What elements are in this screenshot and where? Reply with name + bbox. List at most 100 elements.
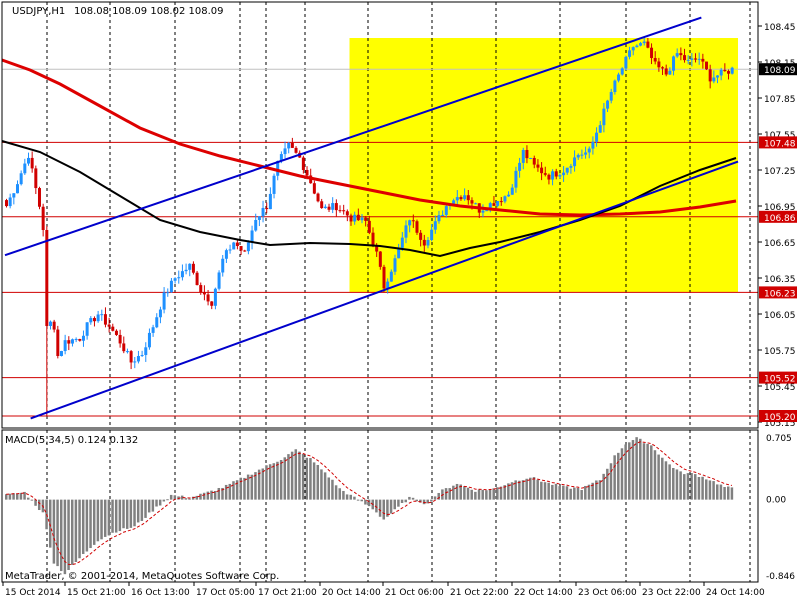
macd-bar: [481, 489, 484, 500]
candle-body: [716, 75, 720, 78]
macd-bar: [635, 437, 638, 500]
moving-average-fast: [1, 140, 737, 258]
candle-body: [609, 92, 613, 101]
current-price-label: 108.09: [764, 66, 796, 76]
macd-bar: [686, 473, 690, 500]
macd-bar: [360, 499, 364, 502]
macd-bar: [712, 481, 715, 500]
macd-bar: [206, 491, 210, 500]
macd-bar: [221, 487, 224, 500]
price-tick-label: 105.75: [764, 347, 796, 357]
candle-body: [206, 294, 210, 302]
candle-body: [650, 47, 654, 59]
macd-bar: [565, 486, 569, 500]
candle-body: [360, 217, 364, 221]
macd-bar: [5, 494, 8, 500]
candle-body: [356, 214, 360, 221]
macd-bar: [411, 497, 415, 500]
macd-bar: [96, 499, 100, 542]
candle-body: [653, 58, 657, 62]
candle-body: [338, 210, 342, 212]
candle-body: [103, 314, 107, 325]
candle-body: [441, 214, 445, 216]
candle-body: [617, 74, 621, 81]
macd-bar: [661, 457, 664, 500]
candle-body: [151, 327, 155, 333]
candle-body: [576, 154, 580, 158]
candle-body: [536, 164, 540, 168]
macd-bar: [386, 499, 389, 517]
macd-bar: [466, 487, 470, 500]
macd-bar: [683, 474, 686, 500]
candle-body: [485, 210, 489, 212]
macd-bar: [144, 499, 147, 518]
candle-body: [430, 229, 434, 241]
time-tick-label: 17 Oct 05:00: [196, 588, 255, 598]
candle-body: [408, 220, 412, 226]
macd-bar: [184, 498, 188, 500]
candle-body: [63, 340, 67, 352]
candle-body: [558, 175, 562, 177]
macd-bar: [155, 499, 158, 507]
candle-body: [371, 232, 375, 247]
candle-body: [474, 203, 478, 205]
time-tick-label: 20 Oct 14:00: [322, 588, 381, 598]
macd-bar: [48, 499, 52, 548]
candle-body: [657, 61, 661, 68]
highlight-zone: [349, 38, 738, 293]
macd-bar: [327, 477, 331, 500]
candle-body: [690, 58, 694, 60]
macd-bar: [250, 474, 254, 500]
macd-bar: [30, 499, 34, 501]
candle-body: [466, 195, 470, 201]
candle-body: [631, 47, 635, 51]
macd-bar: [312, 462, 316, 500]
macd-bar: [521, 480, 525, 500]
macd-bar: [243, 477, 246, 500]
candle-body: [290, 142, 294, 148]
time-tick-label: 23 Oct 06:00: [578, 588, 637, 598]
candle-body: [246, 242, 250, 252]
macd-bar: [719, 484, 723, 500]
macd-bar: [587, 484, 591, 500]
candle-body: [331, 203, 335, 210]
macd-bar: [345, 494, 349, 500]
macd-bar: [452, 485, 455, 500]
candle-body: [294, 147, 298, 153]
macd-bar: [265, 465, 268, 500]
macd-bar: [166, 499, 169, 501]
macd-bar: [543, 482, 547, 500]
macd-bar: [727, 486, 730, 500]
macd-bar: [551, 484, 554, 500]
macd-bar: [723, 487, 726, 500]
macd-bar: [158, 499, 162, 506]
macd-bar: [331, 479, 334, 500]
candle-body: [661, 67, 665, 69]
candle-body: [287, 142, 291, 149]
macd-bar: [437, 492, 440, 500]
macd-bar: [202, 492, 206, 500]
level-price-label-bg: [759, 210, 797, 223]
macd-bar: [92, 499, 96, 545]
macd-bar: [118, 499, 122, 532]
candle-body: [133, 361, 137, 363]
macd-bar: [70, 499, 74, 565]
macd-bar: [375, 499, 378, 513]
macd-bar: [474, 491, 477, 500]
macd-bar: [111, 499, 114, 533]
macd-bar: [532, 477, 536, 500]
candle-body: [444, 206, 448, 215]
macd-bar: [455, 483, 459, 500]
price-tick-label: 107.85: [764, 95, 796, 105]
macd-bar: [459, 484, 462, 500]
candle-body: [598, 125, 602, 133]
candle-body: [499, 201, 503, 203]
macd-bar: [162, 499, 166, 502]
candle-body: [730, 67, 734, 74]
time-tick-label: 23 Oct 22:00: [642, 588, 701, 598]
candle-body: [345, 211, 349, 216]
macd-bar: [298, 451, 301, 500]
candle-body: [158, 309, 162, 318]
